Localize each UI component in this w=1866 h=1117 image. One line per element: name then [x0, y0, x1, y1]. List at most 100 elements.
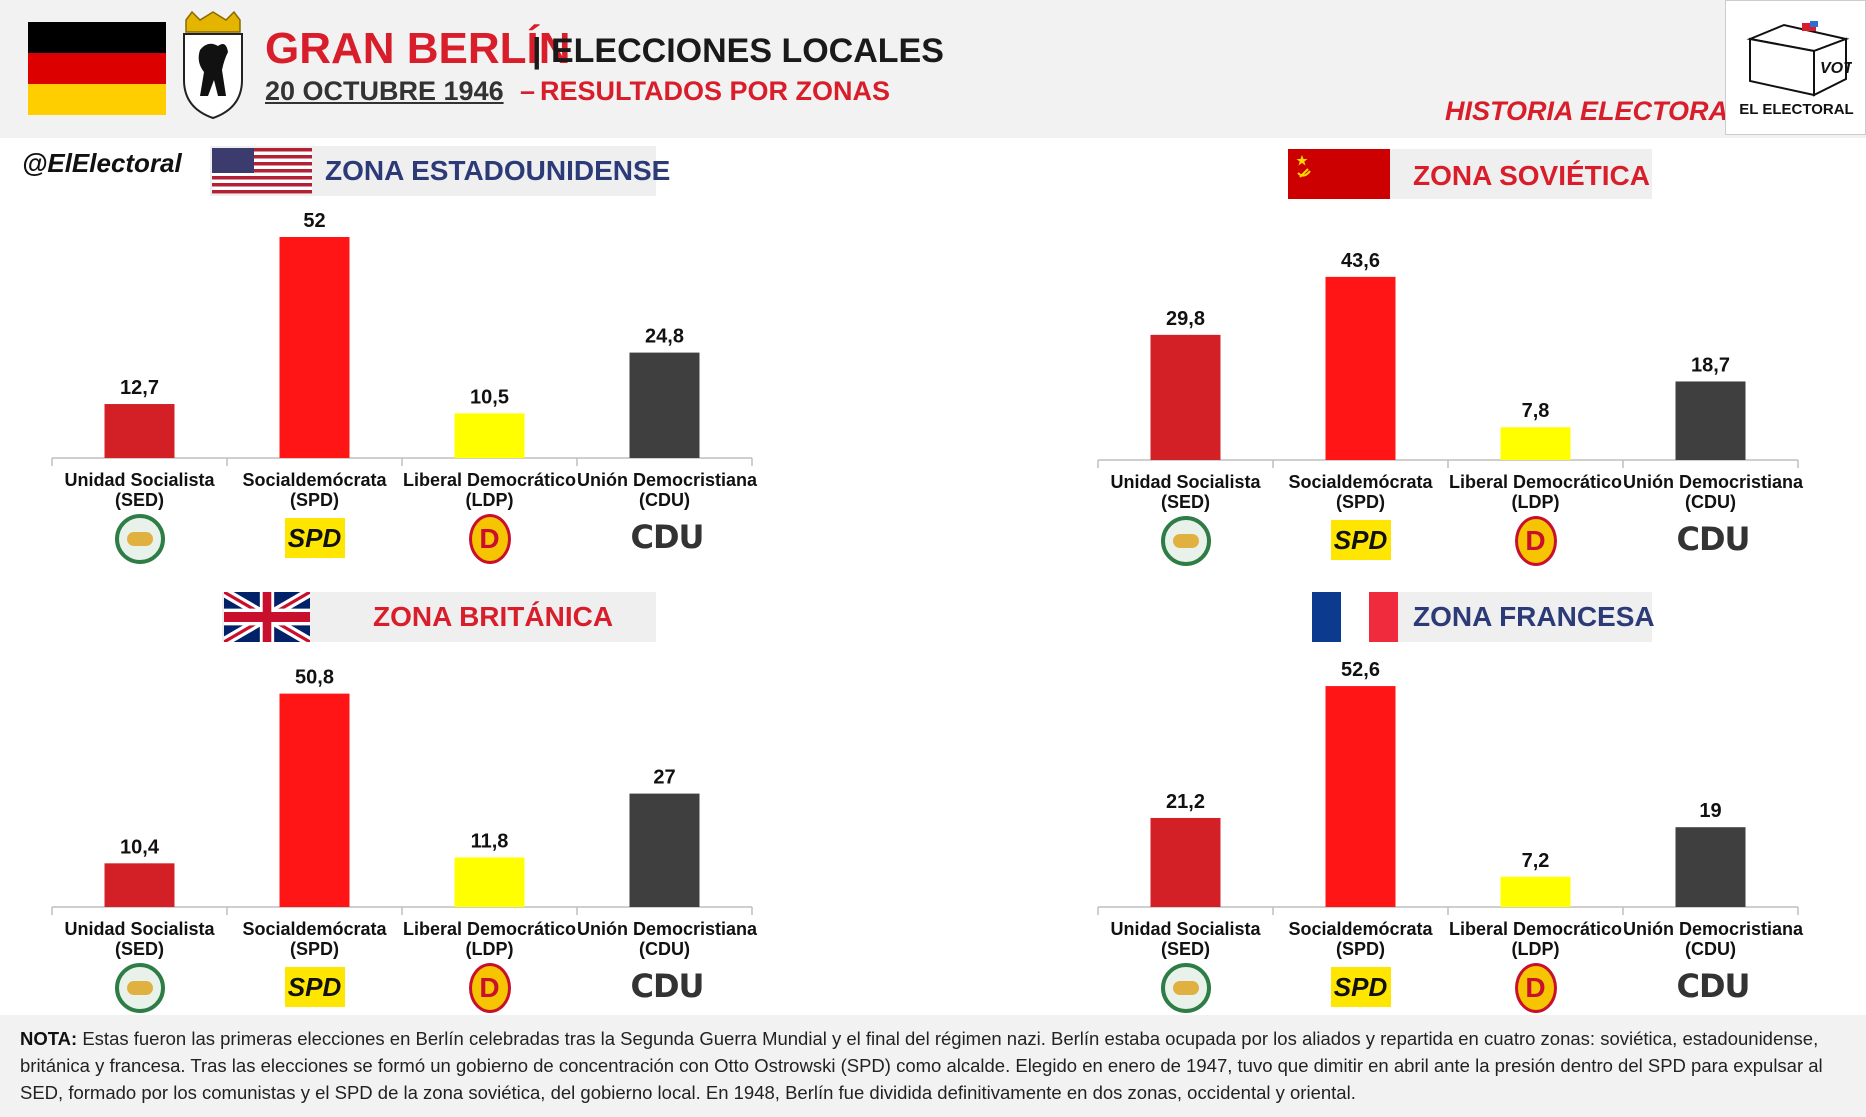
spd-logo-icon: SPD — [284, 967, 345, 1007]
data-label-sed: 29,8 — [1166, 308, 1205, 330]
party-abbr: (CDU) — [639, 939, 690, 959]
bar-sed — [104, 863, 175, 907]
party-abbr: (LDP) — [1511, 492, 1560, 512]
zone-title-usa: ZONA ESTADOUNIDENSE — [325, 155, 671, 186]
data-label-sed: 12,7 — [120, 377, 159, 399]
category-label-cdu: Unión Democristiana (CDU) — [577, 919, 757, 959]
data-label-spd: 52 — [303, 210, 325, 232]
header-band — [0, 0, 1866, 138]
party-name: Liberal Democrático — [402, 470, 577, 490]
party-name: Liberal Democrático — [402, 919, 577, 939]
cdu-logo-icon: CDU — [630, 967, 705, 1005]
spd-logo-icon: SPD — [284, 518, 345, 558]
party-name: Unión Democristiana — [1623, 919, 1804, 939]
series-name: HISTORIA ELECTORAL — [1445, 96, 1745, 126]
bar-spd — [279, 237, 350, 458]
germany-flag — [28, 22, 166, 115]
bar-cdu — [1675, 381, 1746, 460]
sed-logo-icon — [114, 963, 165, 1013]
party-name: Unidad Socialista — [1110, 472, 1261, 492]
category-label-sed: Unidad Socialista (SED) — [1098, 919, 1273, 959]
data-label-ldp: 7,2 — [1522, 850, 1550, 872]
party-name: Socialdemócrata — [1288, 919, 1433, 939]
category-label-spd: Socialdemócrata (SPD) — [227, 919, 402, 959]
footnote: NOTA: Estas fueron las primeras eleccion… — [0, 1015, 1866, 1117]
france-flag-icon — [1312, 592, 1399, 642]
party-name: Socialdemócrata — [1288, 472, 1433, 492]
ldp-logo-icon: D — [468, 963, 511, 1013]
sed-logo-icon — [1160, 516, 1211, 566]
party-abbr: (SED) — [115, 939, 164, 959]
twitter-handle: @ElElectoral — [22, 148, 182, 178]
note-label: NOTA: — [20, 1028, 78, 1049]
usa-flag-icon — [212, 148, 312, 194]
party-name: Socialdemócrata — [242, 470, 387, 490]
sed-logo-icon — [1160, 963, 1211, 1013]
bar-cdu — [1675, 827, 1746, 907]
party-name: Liberal Democrático — [1448, 919, 1623, 939]
party-abbr: (SPD) — [1336, 939, 1385, 959]
party-name: Unión Democristiana — [577, 470, 758, 490]
title-dash: – — [520, 76, 536, 106]
party-name: Socialdemócrata — [242, 919, 387, 939]
bar-ldp — [454, 413, 525, 458]
cdu-logo-icon: CDU — [1676, 520, 1751, 558]
data-label-cdu: 19 — [1699, 800, 1721, 822]
category-label-spd: Socialdemócrata (SPD) — [1273, 919, 1448, 959]
category-label-sed: Unidad Socialista (SED) — [52, 919, 227, 959]
ldp-logo-icon: D — [1514, 516, 1557, 566]
zone-title-soviet: ZONA SOVIÉTICA — [1413, 160, 1650, 191]
bar-ldp — [454, 857, 525, 907]
soviet-flag-icon — [1288, 149, 1390, 199]
berlin-coat-of-arms-icon — [183, 10, 243, 120]
party-name: Liberal Democrático — [1448, 472, 1623, 492]
bar-chart-svg: 10,4 50,8 11,8 27 — [51, 667, 753, 915]
chart-zona-sovietica: 29,8 43,6 7,8 18,7 Unidad Socialista (SED) Soc… — [1097, 240, 1803, 566]
bar-ldp — [1500, 427, 1571, 460]
chart-zona-britanica: 10,4 50,8 11,8 27 Unidad Socialista (SED) Soci… — [51, 655, 757, 1013]
party-abbr: (SPD) — [290, 939, 339, 959]
uk-flag-icon — [224, 592, 310, 642]
cdu-logo-icon: CDU — [630, 518, 705, 556]
bar-sed — [1150, 334, 1221, 460]
category-label-ldp: Liberal Democrático (LDP) — [1448, 472, 1623, 512]
bar-cdu — [629, 352, 700, 458]
ldp-logo-icon: D — [468, 514, 511, 564]
chart-zona-estadounidense: 12,7 52 10,5 24,8 Unidad Socialista (SED) Soci… — [51, 200, 758, 564]
category-label-ldp: Liberal Democrático (LDP) — [402, 919, 577, 959]
data-label-sed: 10,4 — [120, 836, 160, 858]
bar-sed — [104, 404, 175, 458]
category-label-spd: Socialdemócrata (SPD) — [227, 470, 402, 510]
sed-logo-icon — [114, 514, 165, 564]
data-label-sed: 21,2 — [1166, 791, 1205, 813]
category-label-cdu: Unión Democristiana (CDU) — [1623, 919, 1804, 959]
party-abbr: (SED) — [1161, 492, 1210, 512]
bar-ldp — [1500, 876, 1571, 907]
chart-zona-francesa: 21,2 52,6 7,2 19 Unidad Socialista (SED) Socia… — [1097, 655, 1804, 1013]
party-abbr: (LDP) — [465, 490, 514, 510]
note-text: Estas fueron las primeras elecciones en … — [20, 1028, 1823, 1103]
bar-chart-svg: 21,2 52,6 7,2 19 — [1097, 659, 1799, 915]
data-label-spd: 43,6 — [1341, 250, 1380, 272]
brand-name: EL ELECTORAL — [1739, 101, 1854, 118]
party-abbr: (LDP) — [465, 939, 514, 959]
category-label-cdu: Unión Democristiana (CDU) — [577, 470, 758, 510]
bar-spd — [279, 693, 350, 907]
page-title: GRAN BERLÍN — [265, 24, 571, 73]
data-label-ldp: 7,8 — [1522, 400, 1550, 422]
ldp-logo-icon: D — [1514, 963, 1557, 1013]
data-label-ldp: 10,5 — [470, 386, 509, 408]
data-label-cdu: 18,7 — [1691, 354, 1730, 376]
data-label-spd: 52,6 — [1341, 659, 1380, 681]
spd-logo-icon: SPD — [1330, 967, 1391, 1007]
party-abbr: (SED) — [1161, 939, 1210, 959]
cdu-logo-icon: CDU — [1676, 967, 1751, 1005]
page-subtitle: RESULTADOS POR ZONAS — [540, 76, 891, 106]
data-label-cdu: 24,8 — [645, 326, 684, 348]
spd-logo-icon: SPD — [1330, 520, 1391, 560]
category-label-sed: Unidad Socialista (SED) — [1098, 472, 1273, 512]
party-abbr: (LDP) — [1511, 939, 1560, 959]
